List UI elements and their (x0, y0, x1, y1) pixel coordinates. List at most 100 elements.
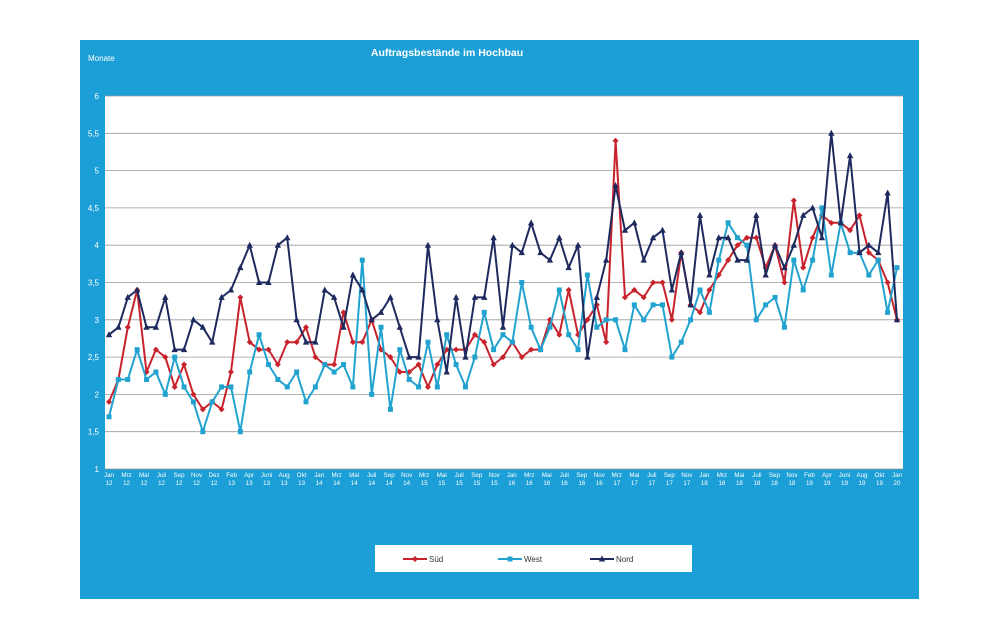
data-point-west (491, 347, 497, 353)
data-point-nord (668, 286, 676, 293)
y-axis-ticks: 1 1,5 2 2,5 3 3,5 4 4,5 5 5,5 6 (88, 92, 100, 474)
data-point-nord (415, 353, 422, 360)
data-point-west (265, 362, 271, 368)
data-point-sued (518, 354, 525, 361)
data-point-nord (809, 204, 816, 211)
x-tick-year: 12 (176, 480, 183, 487)
y-tick-label: 3,5 (88, 279, 100, 288)
data-point-nord (199, 323, 207, 330)
data-point-nord (471, 293, 479, 300)
data-point-west (547, 324, 553, 330)
x-tick-year: 12 (211, 480, 218, 487)
data-point-sued (490, 361, 497, 368)
x-tick-year: 15 (473, 480, 480, 487)
data-point-sued (706, 286, 713, 293)
data-point-nord (499, 323, 507, 330)
data-point-sued (828, 219, 835, 226)
x-tick-month: Jan (314, 472, 325, 479)
data-point-west (256, 332, 262, 338)
legend: Süd West Nord (403, 555, 633, 564)
data-point-west (575, 347, 581, 353)
data-point-nord (706, 271, 713, 278)
data-point-sued (734, 242, 741, 249)
data-point-west (219, 384, 225, 390)
data-point-west (284, 384, 290, 390)
data-point-west (209, 399, 215, 405)
x-tick-year: 19 (806, 480, 813, 487)
data-point-sued (556, 331, 563, 338)
chart-title: Auftragsbestände im Hochbau (371, 47, 523, 59)
x-tick-month: Mai (734, 472, 744, 479)
data-point-nord (340, 323, 347, 330)
data-point-sued (809, 234, 816, 241)
data-point-sued (415, 361, 422, 368)
data-point-west (725, 220, 731, 226)
x-tick-month: Juli (647, 472, 656, 479)
x-tick-year: 14 (316, 480, 323, 487)
data-point-sued (753, 234, 760, 241)
data-point-west (453, 362, 459, 368)
x-tick-month: Jan (507, 472, 518, 479)
data-point-sued (199, 406, 206, 413)
data-point-west (434, 384, 440, 390)
x-tick-year: 12 (123, 480, 130, 487)
x-tick-year: 19 (824, 480, 831, 487)
data-point-nord (396, 323, 404, 330)
data-point-nord (518, 249, 525, 256)
data-point-nord (828, 129, 835, 136)
data-point-nord (359, 286, 366, 293)
data-point-sued (659, 279, 666, 286)
data-point-nord (312, 338, 319, 345)
x-tick-month: Mai (139, 472, 149, 479)
data-point-nord (171, 346, 178, 353)
data-point-west (538, 347, 544, 353)
x-tick-month: Sep (664, 472, 676, 479)
y-tick-label: 5,5 (88, 129, 100, 138)
data-point-sued (481, 339, 488, 346)
data-point-nord (293, 316, 300, 323)
data-point-sued (256, 346, 263, 353)
data-point-west (322, 362, 328, 368)
legend-item-sued: Süd (403, 555, 443, 564)
data-point-sued (434, 361, 441, 368)
y-tick-label: 4 (95, 241, 100, 250)
x-tick-month: Mai (629, 472, 639, 479)
data-point-sued (124, 324, 131, 331)
data-point-west (566, 332, 572, 338)
x-tick-year: 18 (771, 480, 778, 487)
data-point-west (641, 317, 647, 323)
data-point-nord (762, 271, 769, 278)
data-point-sued (790, 197, 797, 204)
x-tick-month: Mrz (419, 472, 429, 479)
data-point-sued (847, 227, 854, 234)
x-tick-year: 12 (141, 480, 148, 487)
data-point-sued (152, 346, 159, 353)
data-point-west (115, 376, 121, 382)
data-point-sued (725, 257, 732, 264)
x-tick-month: Mrz (524, 472, 534, 479)
data-point-nord (284, 234, 291, 241)
data-point-west (847, 250, 853, 256)
data-point-west (134, 347, 140, 353)
x-tick-month: Sep (471, 472, 483, 479)
data-point-west (162, 391, 168, 397)
data-point-nord (452, 293, 460, 300)
legend-label: West (524, 555, 543, 564)
x-tick-month: Jan (104, 472, 115, 479)
x-tick-year: 14 (386, 480, 393, 487)
data-point-sued (621, 294, 628, 301)
data-point-west (810, 257, 816, 263)
x-tick-month: Mrz (612, 472, 622, 479)
data-point-west (697, 287, 703, 293)
data-point-nord (537, 249, 544, 256)
